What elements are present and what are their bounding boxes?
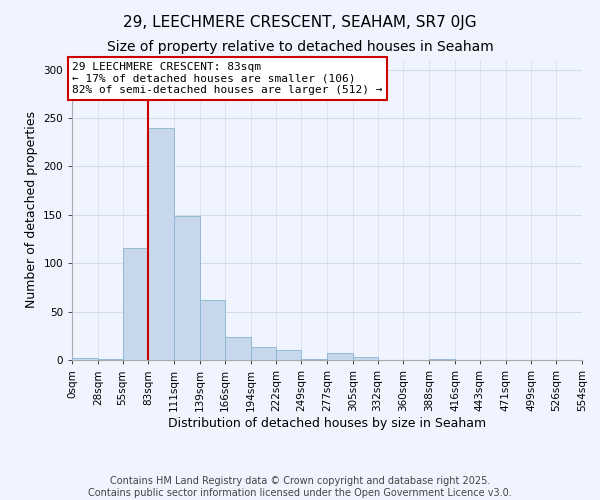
Bar	[277, 350, 301, 360]
Bar	[200, 300, 225, 360]
Bar	[148, 128, 174, 360]
Bar	[72, 358, 98, 360]
Text: Size of property relative to detached houses in Seaham: Size of property relative to detached ho…	[107, 40, 493, 54]
Bar	[301, 359, 327, 360]
Bar	[174, 216, 200, 360]
Bar	[98, 359, 122, 360]
Bar	[327, 353, 353, 360]
Bar	[429, 359, 455, 360]
Bar	[225, 337, 251, 360]
Bar	[353, 357, 377, 360]
X-axis label: Distribution of detached houses by size in Seaham: Distribution of detached houses by size …	[168, 416, 486, 430]
Text: 29 LEECHMERE CRESCENT: 83sqm
← 17% of detached houses are smaller (106)
82% of s: 29 LEECHMERE CRESCENT: 83sqm ← 17% of de…	[73, 62, 383, 95]
Bar	[251, 348, 277, 360]
Y-axis label: Number of detached properties: Number of detached properties	[25, 112, 38, 308]
Text: 29, LEECHMERE CRESCENT, SEAHAM, SR7 0JG: 29, LEECHMERE CRESCENT, SEAHAM, SR7 0JG	[123, 15, 477, 30]
Bar	[122, 248, 148, 360]
Text: Contains HM Land Registry data © Crown copyright and database right 2025.
Contai: Contains HM Land Registry data © Crown c…	[88, 476, 512, 498]
